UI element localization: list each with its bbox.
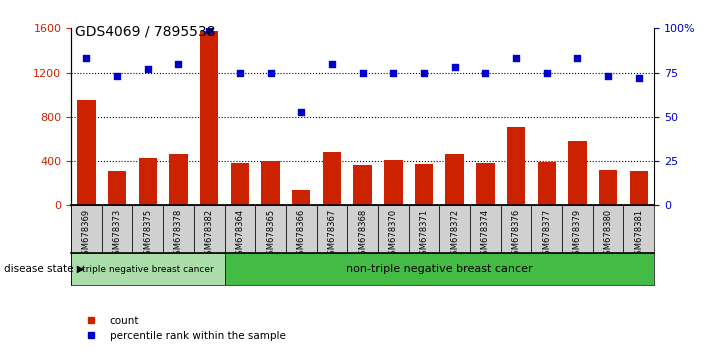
Bar: [415, 164, 433, 205]
Text: GSM678369: GSM678369: [82, 209, 91, 260]
Bar: [531, 205, 562, 253]
Point: [296, 109, 307, 114]
Legend: count, percentile rank within the sample: count, percentile rank within the sample: [76, 312, 289, 345]
Text: GSM678382: GSM678382: [205, 209, 214, 260]
Bar: [200, 30, 218, 205]
Bar: [384, 160, 402, 205]
Text: GSM678380: GSM678380: [604, 209, 613, 260]
Point: [572, 56, 583, 61]
Text: GSM678381: GSM678381: [634, 209, 643, 260]
Bar: [316, 205, 347, 253]
Text: GSM678379: GSM678379: [573, 209, 582, 260]
Point: [203, 27, 215, 33]
Bar: [409, 205, 439, 253]
Bar: [476, 163, 495, 205]
Point: [326, 61, 338, 67]
Bar: [230, 163, 249, 205]
Point: [81, 56, 92, 61]
Bar: [169, 154, 188, 205]
Text: GSM678374: GSM678374: [481, 209, 490, 260]
Text: GSM678372: GSM678372: [450, 209, 459, 260]
Bar: [507, 127, 525, 205]
Bar: [593, 205, 624, 253]
Point: [480, 70, 491, 75]
Bar: [225, 253, 654, 285]
Point: [265, 70, 277, 75]
Bar: [292, 190, 311, 205]
Bar: [71, 205, 102, 253]
Bar: [439, 205, 470, 253]
Text: GSM678378: GSM678378: [174, 209, 183, 261]
Bar: [629, 171, 648, 205]
Point: [449, 64, 460, 70]
Bar: [599, 170, 617, 205]
Text: GSM678375: GSM678375: [144, 209, 152, 260]
Bar: [108, 171, 127, 205]
Point: [510, 56, 522, 61]
Text: GSM678365: GSM678365: [266, 209, 275, 260]
Bar: [378, 205, 409, 253]
Text: GSM678377: GSM678377: [542, 209, 551, 261]
Text: GSM678368: GSM678368: [358, 209, 367, 261]
Text: GSM678367: GSM678367: [328, 209, 336, 261]
Text: triple negative breast cancer: triple negative breast cancer: [82, 264, 214, 274]
Text: GSM678370: GSM678370: [389, 209, 397, 260]
Bar: [501, 205, 531, 253]
Bar: [624, 205, 654, 253]
Point: [112, 73, 123, 79]
Text: GDS4069 / 7895538: GDS4069 / 7895538: [75, 25, 215, 39]
Bar: [347, 205, 378, 253]
Bar: [255, 205, 286, 253]
Point: [541, 70, 552, 75]
Bar: [562, 205, 593, 253]
Bar: [446, 154, 464, 205]
Point: [142, 66, 154, 72]
Bar: [323, 152, 341, 205]
Text: GSM678371: GSM678371: [419, 209, 429, 260]
Point: [387, 70, 399, 75]
Text: GSM678366: GSM678366: [296, 209, 306, 261]
Bar: [470, 205, 501, 253]
Bar: [132, 205, 163, 253]
Text: GSM678376: GSM678376: [511, 209, 520, 261]
Bar: [71, 253, 225, 285]
Bar: [568, 141, 587, 205]
Text: GSM678364: GSM678364: [235, 209, 245, 260]
Bar: [77, 100, 96, 205]
Bar: [538, 162, 556, 205]
Bar: [262, 161, 279, 205]
Bar: [225, 205, 255, 253]
Text: GSM678373: GSM678373: [112, 209, 122, 261]
Point: [418, 70, 429, 75]
Bar: [102, 205, 132, 253]
Bar: [163, 205, 194, 253]
Point: [234, 70, 245, 75]
Point: [173, 61, 184, 67]
Text: non-triple negative breast cancer: non-triple negative breast cancer: [346, 264, 533, 274]
Point: [633, 75, 644, 81]
Point: [357, 70, 368, 75]
Text: disease state ▶: disease state ▶: [4, 264, 85, 274]
Bar: [353, 166, 372, 205]
Bar: [194, 205, 225, 253]
Point: [602, 73, 614, 79]
Bar: [139, 158, 157, 205]
Bar: [286, 205, 316, 253]
